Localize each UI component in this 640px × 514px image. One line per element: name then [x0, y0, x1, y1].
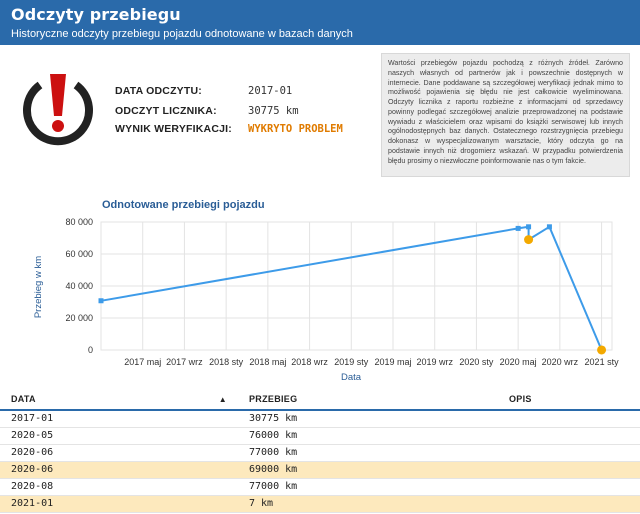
- column-header-date-label: DATA: [11, 393, 36, 404]
- chart-x-tick-label: 2019 sty: [334, 357, 369, 367]
- chart-point-anomaly: [597, 345, 607, 355]
- chart-point-anomaly: [524, 235, 534, 245]
- column-header-mileage[interactable]: PRZEBIEG: [238, 388, 498, 411]
- row-description: [498, 495, 640, 513]
- table-row: 2020-06 69000 km: [0, 461, 640, 479]
- table-row: 2021-01 7 km: [0, 495, 640, 513]
- odometer-value: 30775 km: [248, 105, 299, 117]
- row-date: 2020-08: [0, 478, 238, 496]
- chart-point: [546, 224, 552, 230]
- page-title: Odczyty przebiegu: [11, 5, 181, 24]
- chart-x-tick-label: 2020 wrz: [542, 357, 579, 367]
- chart-y-tick-label: 40 000: [65, 281, 93, 291]
- chart-y-ticks: 0 20 000 40 000 60 000 80 000: [65, 217, 93, 355]
- row-mileage: 77000 km: [238, 478, 498, 496]
- chart-title: Odnotowane przebiegi pojazdu: [102, 199, 265, 211]
- chart-x-tick-label: 2018 maj: [249, 357, 286, 367]
- chart-point: [526, 224, 532, 230]
- chart-x-ticks: 2017 maj 2017 wrz 2018 sty 2018 maj 2018 wrz…: [124, 357, 619, 367]
- sort-ascending-icon[interactable]: ▲: [218, 394, 227, 404]
- reading-date-label: DATA ODCZYTU:: [115, 85, 202, 97]
- chart-x-tick-label: 2019 wrz: [416, 357, 453, 367]
- row-date: 2020-05: [0, 427, 238, 445]
- chart-x-tick-label: 2018 sty: [209, 357, 244, 367]
- chart-y-tick-label: 80 000: [65, 217, 93, 227]
- disclaimer-note: Wartości przebiegów pojazdu pochodzą z r…: [381, 53, 630, 177]
- row-date: 2017-01: [0, 410, 238, 428]
- row-description: [498, 444, 640, 462]
- row-mileage: 69000 km: [238, 461, 498, 479]
- chart-x-tick-label: 2019 maj: [374, 357, 411, 367]
- chart-x-tick-label: 2017 wrz: [166, 357, 203, 367]
- page-subtitle: Historyczne odczyty przebiegu pojazdu od…: [11, 28, 353, 40]
- row-mileage: 30775 km: [238, 410, 498, 428]
- row-description: [498, 427, 640, 445]
- table-row: 2020-05 76000 km: [0, 427, 640, 445]
- row-mileage: 77000 km: [238, 444, 498, 462]
- chart-grid: [100, 221, 613, 351]
- table-row: 2020-08 77000 km: [0, 478, 640, 496]
- chart-y-tick-label: 0: [88, 345, 93, 355]
- chart-series-points: [98, 224, 607, 355]
- table-header-row: DATA ▲ PRZEBIEG OPIS: [0, 388, 640, 411]
- chart-y-tick-label: 20 000: [65, 313, 93, 323]
- table-row: 2020-06 77000 km: [0, 444, 640, 462]
- readings-table: DATA ▲ PRZEBIEG OPIS 2017-01 30775 km 2020…: [0, 388, 640, 513]
- mileage-chart: 0 20 000 40 000 60 000 80 000 2017 maj 2017 w…: [33, 217, 619, 383]
- table-row: 2017-01 30775 km: [0, 410, 640, 428]
- warning-exclamation-icon: [23, 74, 93, 146]
- verification-status-badge: WYKRYTO PROBLEM: [248, 123, 343, 135]
- chart-series-lines: [100, 225, 603, 351]
- page-header: Odczyty przebiegu Historyczne odczyty pr…: [0, 0, 640, 45]
- chart-y-label: Przebieg w km: [33, 256, 44, 318]
- chart-x-label: Data: [341, 372, 362, 383]
- verification-label: WYNIK WERYFIKACJI:: [115, 123, 232, 135]
- chart-x-tick-label: 2018 wrz: [291, 357, 328, 367]
- row-description: [498, 461, 640, 479]
- row-mileage: 7 km: [238, 495, 498, 513]
- row-description: [498, 410, 640, 428]
- chart-point: [515, 225, 521, 231]
- row-mileage: 76000 km: [238, 427, 498, 445]
- chart-x-tick-label: 2021 sty: [585, 357, 620, 367]
- chart-x-tick-label: 2020 maj: [500, 357, 537, 367]
- column-header-date[interactable]: DATA ▲: [0, 388, 238, 411]
- odometer-label: ODCZYT LICZNIKA:: [115, 105, 217, 117]
- chart-y-tick-label: 60 000: [65, 249, 93, 259]
- reading-date-value: 2017-01: [248, 85, 293, 97]
- chart-series-line: [100, 225, 603, 351]
- chart-x-tick-label: 2020 sty: [459, 357, 494, 367]
- row-date: 2021-01: [0, 495, 238, 513]
- chart-x-tick-label: 2017 maj: [124, 357, 161, 367]
- chart-point: [98, 298, 104, 304]
- row-date: 2020-06: [0, 461, 238, 479]
- row-description: [498, 478, 640, 496]
- column-header-description[interactable]: OPIS: [498, 388, 640, 411]
- row-date: 2020-06: [0, 444, 238, 462]
